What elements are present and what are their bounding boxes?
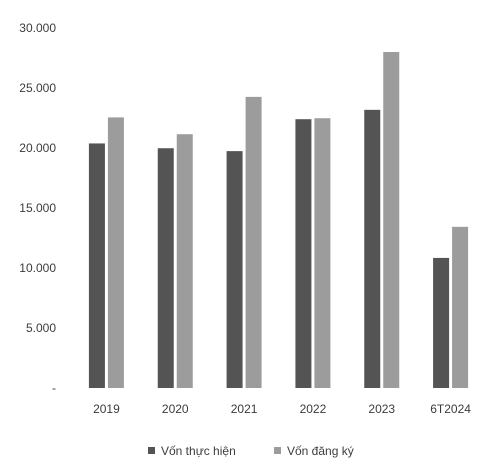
bar-2023-series-2 xyxy=(383,52,400,388)
bar-2022-series-1 xyxy=(295,119,312,388)
legend-swatch xyxy=(274,447,281,454)
bar-2022-series-2 xyxy=(314,118,331,389)
x-tick-label: 2020 xyxy=(162,402,189,416)
bar-2020-series-1 xyxy=(157,148,174,388)
x-tick-label: 2019 xyxy=(93,402,120,416)
x-tick-label: 6T2024 xyxy=(430,402,471,416)
bar-2023-series-1 xyxy=(364,109,381,388)
y-tick-label: 15.000 xyxy=(19,201,56,215)
y-tick-label: 25.000 xyxy=(19,81,56,95)
legend-swatch xyxy=(148,447,155,454)
legend-label: Vốn thực hiện xyxy=(161,444,236,458)
bars xyxy=(88,52,469,389)
y-tick-label: 30.000 xyxy=(19,21,56,35)
bar-2021-series-1 xyxy=(226,151,243,388)
bar-2021-series-2 xyxy=(245,96,262,388)
y-axis: - 5.000 10.000 15.000 20.000 25.000 30.000 xyxy=(19,21,56,395)
x-tick-label: 2023 xyxy=(368,402,395,416)
y-tick-label: 20.000 xyxy=(19,141,56,155)
x-axis: 2019 2020 2021 2022 2023 6T2024 xyxy=(93,402,471,416)
x-tick-label: 2021 xyxy=(231,402,258,416)
y-tick-label: - xyxy=(52,381,56,395)
y-tick-label: 10.000 xyxy=(19,261,56,275)
bar-6T2024-series-2 xyxy=(452,226,469,388)
legend: Vốn thực hiện Vốn đăng ký xyxy=(148,444,354,458)
bar-2020-series-2 xyxy=(176,134,193,388)
bar-6T2024-series-1 xyxy=(433,257,450,388)
legend-label: Vốn đăng ký xyxy=(287,444,354,458)
x-tick-label: 2022 xyxy=(300,402,327,416)
y-tick-label: 5.000 xyxy=(26,321,56,335)
bar-2019-series-1 xyxy=(88,143,105,388)
bar-2019-series-2 xyxy=(107,117,124,389)
